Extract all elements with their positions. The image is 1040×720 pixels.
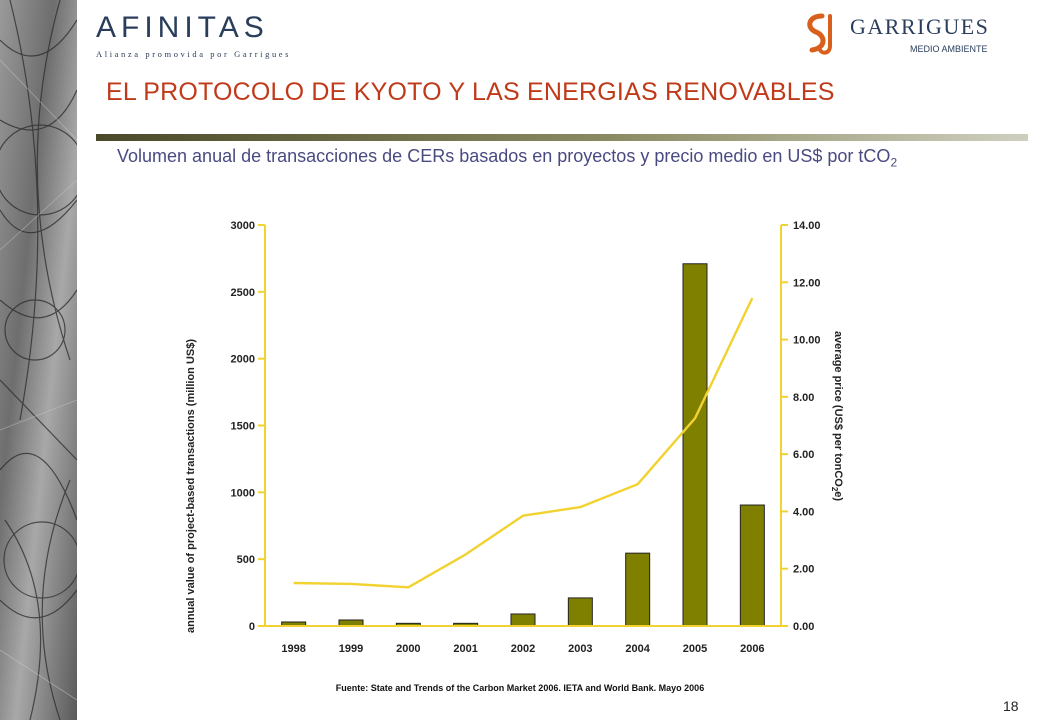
x-tick-label: 2003 (568, 643, 592, 655)
price-line-group (293, 297, 754, 589)
y2-tick-label: 14.00 (793, 220, 821, 232)
y2-axis-label-subscript: 2 (830, 487, 839, 492)
title-divider (96, 128, 1028, 141)
y-tick-label: 0 (249, 621, 255, 633)
bar-2004 (625, 552, 651, 627)
y2-tick-label: 6.00 (793, 449, 814, 461)
x-tick-label: 2004 (625, 643, 650, 655)
y2-axis-label-end: e) (832, 491, 844, 501)
affinitas-tagline: Alianza promovida por Garrigues (96, 49, 291, 59)
y2-tick-label: 4.00 (793, 506, 814, 518)
y2-tick-label: 10.00 (793, 335, 821, 347)
source-note: Fuente: State and Trends of the Carbon M… (335, 683, 705, 693)
garrigues-emblem-icon (807, 13, 832, 55)
y-tick-label: 500 (237, 554, 255, 566)
y-tick-label: 1000 (231, 487, 255, 499)
affinitas-logo: AFINITAS Alianza promovida por Garrigues (96, 6, 316, 62)
x-tick-label: 2000 (396, 643, 420, 655)
bar-2003 (567, 597, 593, 627)
bar-series-group (281, 263, 765, 627)
x-tick-label: 2002 (511, 643, 535, 655)
y2-tick-label: 0.00 (793, 621, 814, 633)
x-tick-label: 2006 (740, 643, 764, 655)
axes-group: 0 500 1000 1500 2000 2500 3000 0.00 2.00 4.00 6.00… (231, 220, 821, 655)
x-tick-label: 1998 (281, 643, 305, 655)
bar-2006 (739, 504, 765, 627)
cer-transactions-chart: 0 500 1000 1500 2000 2500 3000 0.00 2.00 4.00 6.00… (185, 220, 844, 655)
y-tick-label: 2000 (231, 354, 255, 366)
x-tick-label: 2005 (683, 643, 707, 655)
chart-area: 0 500 1000 1500 2000 2500 3000 0.00 2.00 4.00 6.00… (180, 208, 860, 670)
decorative-side-strip (0, 0, 77, 720)
x-tick-label: 2001 (453, 643, 477, 655)
y2-axis-label: average price (US$ per tonCO2e) (830, 331, 844, 501)
y-tick-label: 3000 (231, 220, 255, 232)
y2-tick-label: 8.00 (793, 392, 814, 404)
x-tick-label: 1999 (339, 643, 363, 655)
subtitle-subscript: 2 (890, 155, 898, 170)
y-axis-label: annual value of project-based transactio… (185, 339, 197, 633)
y2-tick-label: 12.00 (793, 277, 821, 289)
y2-tick-label: 2.00 (793, 564, 814, 576)
affinitas-logo-text: AFINITAS (96, 11, 269, 44)
garrigues-logo-text: GARRIGUES (850, 14, 989, 39)
garrigues-logo: GARRIGUES MEDIO AMBIENTE (800, 10, 1025, 58)
y2-axis-label-main: average price (US$ per tonCO (832, 331, 844, 487)
slide-title: EL PROTOCOLO DE KYOTO Y LAS ENERGIAS REN… (106, 78, 835, 106)
y-tick-label: 1500 (231, 421, 255, 433)
slide-subtitle: Volumen anual de transacciones de CERs b… (117, 142, 1012, 177)
bar-2002 (510, 613, 536, 627)
garrigues-logo-subtext: MEDIO AMBIENTE (910, 44, 988, 54)
page-number: 18 (1003, 698, 1019, 714)
stone-texture-image (0, 0, 77, 720)
bar-2005 (682, 263, 708, 627)
subtitle-text: Volumen anual de transacciones de CERs b… (117, 146, 891, 166)
y-tick-label: 2500 (231, 287, 255, 299)
